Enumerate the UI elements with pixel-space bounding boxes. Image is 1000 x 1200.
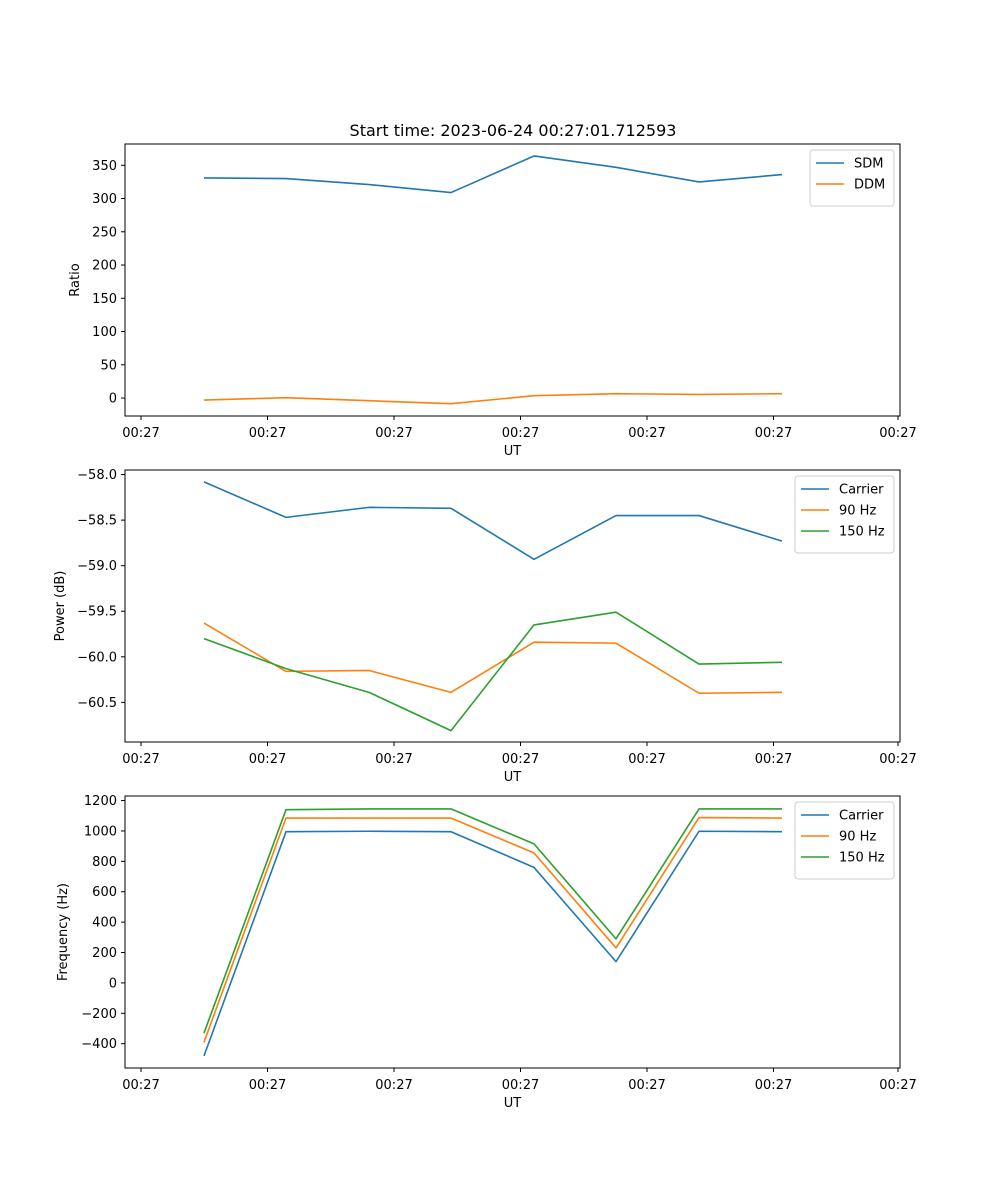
x-tick-label: 00:27: [375, 1078, 412, 1093]
y-tick-label: −60.5: [77, 696, 117, 711]
legend-box: [809, 149, 895, 207]
y-tick-label: 0: [109, 392, 117, 407]
legend-label: 150 Hz: [839, 851, 885, 866]
y-tick-label: 1200: [84, 794, 117, 809]
y-tick-label: 600: [92, 885, 117, 900]
x-tick-label: 00:27: [628, 426, 665, 441]
x-tick-label: 00:27: [122, 1078, 159, 1093]
y-tick-label: 350: [92, 159, 117, 174]
y-tick-label: 100: [92, 325, 117, 340]
y-tick-label: −200: [81, 1007, 117, 1022]
axes-frame: [124, 795, 901, 1069]
y-tick-label: −59.0: [77, 559, 117, 574]
legend: SDM DDM: [809, 149, 895, 207]
x-tick-label: 00:27: [879, 752, 916, 767]
legend-label: Carrier: [839, 483, 884, 498]
figure-title: Start time: 2023-06-24 00:27:01.712593: [350, 121, 677, 140]
legend-label: Carrier: [839, 809, 884, 824]
legend: Carrier 90 Hz 150 Hz: [794, 475, 895, 554]
axes-frame: [124, 469, 901, 743]
legend-label: DDM: [854, 178, 885, 193]
y-tick-label: −58.0: [77, 468, 117, 483]
legend-label: 90 Hz: [839, 504, 876, 519]
subplot-2: 00:27 00:27 00:27 00:27 00:27 00:27 00:27 −60.5…: [53, 468, 917, 785]
x-tick-label: 00:27: [502, 1078, 539, 1093]
series-line-carrier: [203, 481, 783, 561]
x-axis-label: UT: [504, 770, 522, 785]
y-tick-label: 200: [92, 946, 117, 961]
x-tick-label: 00:27: [249, 426, 286, 441]
x-tick-label: 00:27: [628, 752, 665, 767]
x-tick-label: 00:27: [755, 1078, 792, 1093]
x-axis-label: UT: [504, 1096, 522, 1111]
x-axis-label: UT: [504, 444, 522, 459]
y-tick-label: 300: [92, 192, 117, 207]
y-tick-label: −58.5: [77, 514, 117, 529]
x-tick-label: 00:27: [879, 426, 916, 441]
x-tick-label: 00:27: [122, 752, 159, 767]
legend-label: SDM: [854, 157, 883, 172]
y-tick-label: −400: [81, 1037, 117, 1052]
series-line-ddm: [203, 392, 783, 405]
x-tick-label: 00:27: [122, 426, 159, 441]
x-tick-label: 00:27: [879, 1078, 916, 1093]
series-line-sdm: [203, 155, 783, 194]
y-tick-label: 400: [92, 916, 117, 931]
legend-box: [794, 801, 895, 880]
legend: Carrier 90 Hz 150 Hz: [794, 801, 895, 880]
x-tick-label: 00:27: [755, 752, 792, 767]
subplot-3: 00:27 00:27 00:27 00:27 00:27 00:27 00:27 −400 −…: [56, 794, 917, 1111]
y-tick-label: 1000: [84, 824, 117, 839]
series-line-150-hz: [203, 611, 783, 732]
series-line-90-hz: [203, 816, 783, 1043]
y-axis-label: Frequency (Hz): [56, 883, 71, 981]
x-tick-label: 00:27: [249, 752, 286, 767]
subplot-1: 00:27 00:27 00:27 00:27 00:27 00:27 00:27 0 50 10…: [68, 143, 917, 459]
series-line-carrier: [203, 830, 783, 1057]
x-tick-label: 00:27: [375, 426, 412, 441]
legend-box: [794, 475, 895, 554]
y-tick-label: 0: [109, 976, 117, 991]
y-tick-label: 800: [92, 855, 117, 870]
x-tick-label: 00:27: [375, 752, 412, 767]
x-tick-label: 00:27: [628, 1078, 665, 1093]
y-tick-label: 250: [92, 225, 117, 240]
x-tick-label: 00:27: [755, 426, 792, 441]
y-tick-label: −60.0: [77, 650, 117, 665]
x-tick-label: 00:27: [249, 1078, 286, 1093]
y-axis-label: Power (dB): [53, 571, 68, 642]
series-line-150-hz: [203, 808, 782, 1034]
legend-label: 90 Hz: [839, 830, 876, 845]
series-line-90-hz: [203, 622, 783, 695]
legend-label: 150 Hz: [839, 525, 885, 540]
x-tick-label: 00:27: [502, 426, 539, 441]
x-tick-label: 00:27: [502, 752, 539, 767]
axes-frame: [124, 143, 901, 417]
y-tick-label: −59.5: [77, 605, 117, 620]
y-tick-label: 150: [92, 292, 117, 307]
y-tick-label: 200: [92, 259, 117, 274]
y-tick-label: 50: [100, 358, 117, 373]
y-axis-label: Ratio: [68, 263, 83, 296]
